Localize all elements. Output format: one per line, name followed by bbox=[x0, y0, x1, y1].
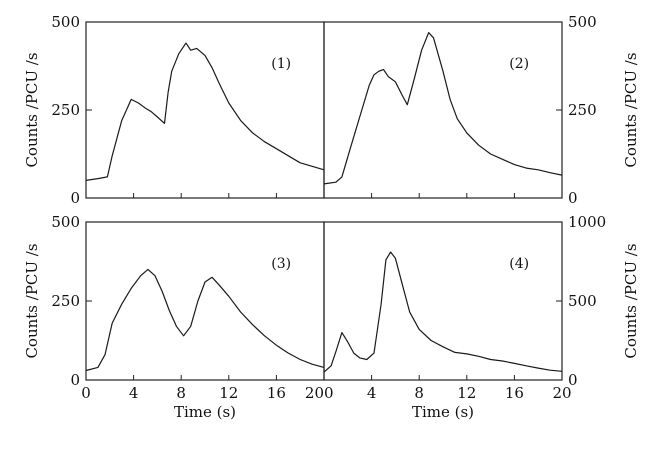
panel-2-ytick-label: 250 bbox=[568, 101, 597, 119]
panel-4-xtick-label: 8 bbox=[414, 384, 424, 402]
panel-3-xtick-label: 16 bbox=[267, 384, 286, 402]
panel-2-label: (2) bbox=[509, 56, 529, 72]
panel-3-xtick-label: 0 bbox=[81, 384, 91, 402]
panel-4-light-curve bbox=[323, 251, 563, 373]
panel-1-label: (1) bbox=[271, 56, 291, 72]
panel-4-ylabel: Counts /PCU /s bbox=[622, 243, 640, 358]
panel-3-xtick-label: 4 bbox=[129, 384, 139, 402]
panel-4-xtick-label: 12 bbox=[457, 384, 476, 402]
panel-2-ytick-label: 0 bbox=[568, 189, 578, 207]
panel-4-xlabel: Time (s) bbox=[412, 403, 474, 421]
panel-3-label: (3) bbox=[271, 256, 291, 272]
panel-1-ytick-label: 500 bbox=[51, 13, 80, 31]
panel-3-xtick-label: 12 bbox=[219, 384, 238, 402]
panel-2-light-curve bbox=[323, 32, 563, 185]
panel-4-frame bbox=[323, 221, 563, 381]
panel-3-ytick-label: 0 bbox=[70, 371, 80, 389]
panel-1-frame bbox=[85, 21, 325, 199]
panel-4-xtick-label: 4 bbox=[367, 384, 377, 402]
panel-3-frame bbox=[85, 221, 325, 381]
panel-2-frame bbox=[323, 21, 563, 199]
panel-4-ytick-label: 500 bbox=[568, 292, 597, 310]
panel-3-ytick-label: 250 bbox=[51, 292, 80, 310]
panel-4-label: (4) bbox=[509, 256, 529, 272]
panel-4-ytick-label: 0 bbox=[568, 371, 578, 389]
panel-4-xtick-label: 20 bbox=[552, 384, 571, 402]
panel-3-ytick-label: 500 bbox=[51, 213, 80, 231]
panel-2-ylabel: Counts /PCU /s bbox=[622, 52, 640, 167]
panel-3-light-curve bbox=[85, 268, 325, 372]
panel-2-ytick-label: 500 bbox=[568, 13, 597, 31]
panel-3-xtick-label: 8 bbox=[176, 384, 186, 402]
panel-3-xlabel: Time (s) bbox=[174, 403, 236, 421]
panel-4-xtick-label: 16 bbox=[505, 384, 524, 402]
panel-4-xtick-label: 0 bbox=[324, 384, 334, 402]
panel-3-ylabel: Counts /PCU /s bbox=[23, 243, 41, 358]
panel-1-light-curve bbox=[85, 42, 325, 181]
panel-3-xtick-label: 20 bbox=[305, 384, 324, 402]
panel-1-ylabel: Counts /PCU /s bbox=[23, 52, 41, 167]
panel-4-ytick-label: 1000 bbox=[568, 213, 606, 231]
panel-1-ytick-label: 0 bbox=[70, 189, 80, 207]
panel-1-ytick-label: 250 bbox=[51, 101, 80, 119]
